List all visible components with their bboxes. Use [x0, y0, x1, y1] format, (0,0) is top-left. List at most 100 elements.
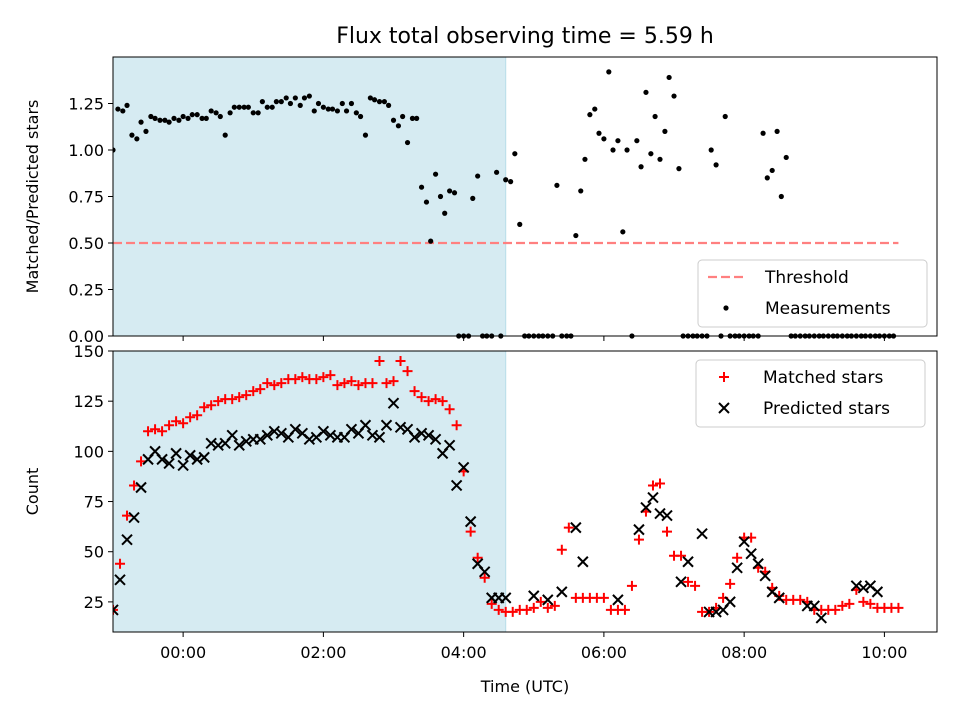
- data-point: [503, 177, 509, 183]
- data-point: [731, 562, 743, 574]
- data-point: [325, 370, 336, 381]
- data-point: [148, 113, 154, 120]
- data-point: [676, 166, 682, 172]
- data-point: [416, 392, 427, 403]
- data-point: [640, 501, 652, 514]
- data-point: [303, 433, 316, 446]
- data-point: [185, 115, 191, 121]
- data-point: [129, 132, 135, 138]
- data-point: [598, 592, 609, 603]
- data-point: [724, 596, 736, 608]
- data-point: [115, 558, 126, 569]
- data-point: [858, 596, 869, 607]
- data-point: [290, 374, 301, 385]
- data-point: [283, 95, 289, 101]
- data-point: [624, 147, 630, 153]
- data-point: [124, 102, 130, 108]
- data-point: [231, 104, 237, 110]
- data-point: [273, 99, 279, 105]
- data-point: [268, 425, 281, 437]
- data-point: [432, 171, 439, 177]
- data-point: [115, 106, 121, 112]
- data-point: [184, 449, 196, 462]
- data-point: [662, 128, 668, 134]
- data-point: [418, 184, 425, 190]
- data-point: [122, 510, 133, 521]
- data-point: [478, 566, 491, 578]
- data-point: [795, 594, 806, 605]
- legend-predicted-swatch: [718, 402, 730, 414]
- data-point: [311, 108, 317, 114]
- data-point: [783, 154, 789, 161]
- y-tick-label: 0.50: [68, 234, 104, 253]
- data-point: [423, 199, 430, 205]
- data-point: [250, 110, 256, 116]
- data-point: [647, 491, 659, 504]
- data-point: [556, 544, 567, 555]
- data-point: [381, 378, 392, 389]
- data-point: [171, 416, 182, 427]
- y-tick-label: 125: [73, 392, 104, 411]
- legend-label: Predicted stars: [763, 399, 890, 419]
- series-measurements: [113, 69, 897, 339]
- bottom-legend: Matched stars Predicted stars: [695, 359, 926, 428]
- data-point: [138, 119, 144, 125]
- data-point: [472, 552, 483, 563]
- data-point: [194, 112, 200, 118]
- data-point: [710, 606, 722, 618]
- data-point: [212, 439, 224, 452]
- data-point: [113, 604, 119, 616]
- data-point: [353, 380, 364, 391]
- data-point: [638, 164, 644, 170]
- data-point: [850, 580, 863, 592]
- data-point: [517, 221, 523, 227]
- legend-label: Measurements: [765, 299, 891, 319]
- data-point: [592, 106, 598, 112]
- data-point: [430, 394, 441, 405]
- data-point: [778, 193, 784, 200]
- data-point: [745, 548, 757, 560]
- data-point: [647, 480, 658, 491]
- data-point: [171, 115, 177, 121]
- legend-measurements-swatch: [723, 305, 729, 311]
- data-point: [339, 378, 350, 389]
- data-point: [387, 397, 400, 409]
- data-point: [738, 535, 750, 548]
- data-point: [619, 604, 630, 615]
- data-point: [507, 606, 518, 617]
- data-point: [696, 527, 708, 540]
- data-point: [451, 420, 462, 431]
- data-point: [394, 421, 407, 433]
- data-point: [769, 167, 775, 174]
- y-tick-label: 0.00: [68, 327, 104, 346]
- data-point: [443, 439, 456, 452]
- data-point: [774, 128, 780, 134]
- data-point: [376, 99, 383, 105]
- data-point: [606, 69, 612, 75]
- data-point: [150, 424, 161, 435]
- data-point: [121, 533, 133, 546]
- x-tick-label: 00:00: [160, 643, 206, 662]
- data-point: [206, 400, 217, 411]
- data-point: [226, 429, 238, 442]
- y-tick-label: 25: [84, 593, 104, 612]
- data-point: [626, 580, 637, 591]
- series-matched-stars: [113, 356, 904, 617]
- data-point: [690, 580, 701, 591]
- data-point: [395, 356, 406, 367]
- data-point: [185, 412, 196, 423]
- data-point: [570, 521, 582, 534]
- data-point: [676, 550, 687, 561]
- data-point: [199, 402, 210, 413]
- y-tick-label: 1.00: [68, 141, 104, 160]
- data-point: [192, 410, 203, 421]
- data-point: [255, 110, 261, 116]
- data-point: [332, 380, 343, 391]
- data-point: [554, 182, 560, 188]
- data-point: [437, 193, 444, 200]
- data-point: [152, 115, 158, 121]
- top-markers: [113, 69, 897, 339]
- data-point: [254, 433, 266, 446]
- data-point: [245, 104, 251, 110]
- data-point: [390, 117, 397, 123]
